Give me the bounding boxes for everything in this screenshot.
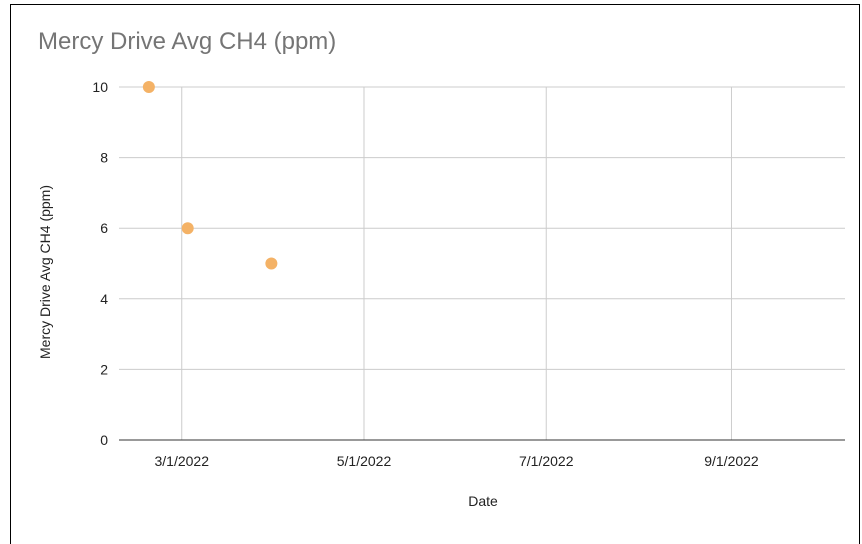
x-tick-label: 9/1/2022 — [704, 453, 759, 469]
chart-frame — [10, 4, 860, 544]
chart-title: Mercy Drive Avg CH4 (ppm) — [38, 28, 337, 55]
y-tick-label: 2 — [100, 361, 108, 377]
x-tick-label: 5/1/2022 — [337, 453, 392, 469]
grid-lines — [119, 86, 845, 440]
data-point — [142, 81, 155, 93]
data-point — [181, 222, 194, 235]
y-tick-label: 6 — [100, 220, 108, 236]
data-points — [142, 81, 278, 270]
x-axis-title: Date — [468, 493, 498, 509]
y-tick-label: 4 — [100, 291, 108, 307]
y-tick-label: 10 — [92, 79, 108, 95]
y-tick-label: 8 — [100, 150, 108, 166]
x-tick-label: 3/1/2022 — [154, 453, 209, 469]
tick-labels: 0 2 4 6 8 10 3/1/2022 5/1/2022 7/1/2022 9/1/2022 — [92, 79, 759, 469]
y-axis-title: Mercy Drive Avg CH4 (ppm) — [37, 185, 53, 359]
x-tick-label: 7/1/2022 — [519, 453, 574, 469]
y-tick-label: 0 — [100, 432, 108, 448]
data-point — [265, 257, 278, 270]
